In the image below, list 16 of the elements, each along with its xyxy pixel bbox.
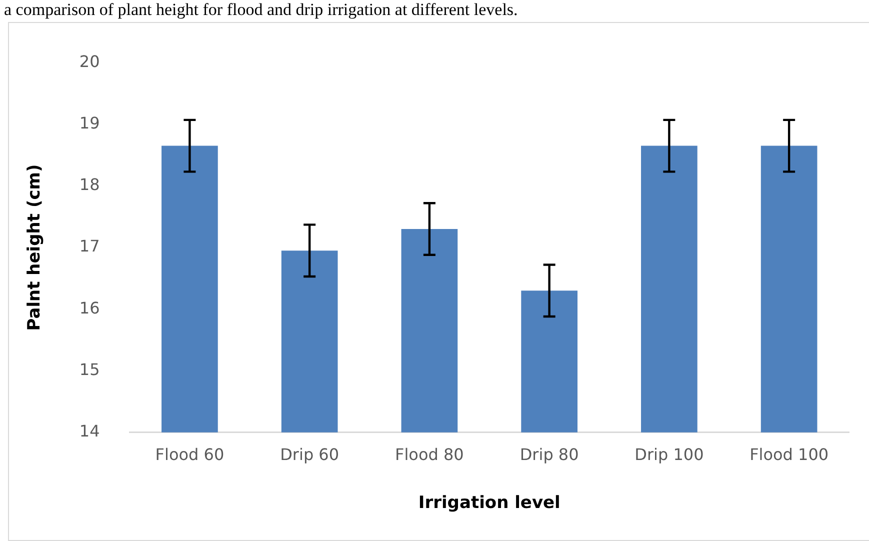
y-axis-title: Palnt height (cm) [24,164,45,331]
x-tick-label: Drip 80 [520,445,579,464]
y-tick-label: 16 [79,298,100,318]
y-tick-label: 15 [79,360,100,379]
chart-title: a comparison of plant height for flood and drip irrigation at different levels. [4,0,519,20]
y-tick-label: 19 [79,113,100,132]
y-tick-label: 17 [79,236,100,256]
x-tick-label: Flood 80 [395,445,464,464]
x-tick-label: Drip 60 [280,445,340,464]
y-tick-label: 20 [79,52,100,71]
x-tick-label: Drip 100 [634,445,704,464]
x-tick-label: Flood 60 [155,445,224,464]
y-tick-label: 14 [79,422,100,441]
y-tick-label: 18 [79,175,100,194]
x-axis-title: Irrigation level [418,493,560,514]
x-tick-label: Flood 100 [750,445,829,464]
